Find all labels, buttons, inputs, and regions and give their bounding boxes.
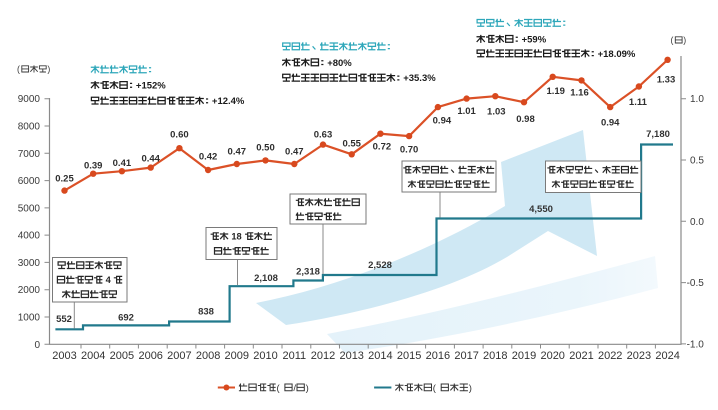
svg-text:0.50: 0.50 (256, 143, 275, 154)
svg-text:2000: 2000 (18, 285, 41, 296)
svg-text:2005: 2005 (110, 350, 134, 362)
svg-text:0.0: 0.0 (690, 217, 704, 228)
svg-text:0.94: 0.94 (601, 117, 620, 128)
svg-text:2014: 2014 (368, 350, 392, 362)
svg-text:(: ( (671, 35, 674, 45)
svg-text:(: ( (277, 383, 281, 394)
svg-text:1.16: 1.16 (570, 88, 589, 99)
svg-text:): ) (683, 35, 686, 45)
svg-text:7000: 7000 (18, 149, 41, 160)
svg-text:0.47: 0.47 (228, 146, 247, 157)
svg-text:0.42: 0.42 (199, 151, 218, 162)
svg-text:0.41: 0.41 (113, 158, 132, 169)
svg-text:2016: 2016 (426, 350, 450, 362)
svg-text:0.94: 0.94 (433, 115, 452, 126)
svg-text:2022: 2022 (598, 350, 622, 362)
svg-text:2010: 2010 (253, 350, 277, 362)
svg-text:1.03: 1.03 (487, 107, 506, 118)
svg-text:2009: 2009 (225, 350, 249, 362)
svg-text:1.01: 1.01 (457, 106, 476, 117)
svg-text:): ) (47, 64, 50, 74)
svg-text:2,108: 2,108 (254, 273, 278, 284)
svg-text:0.44: 0.44 (141, 153, 160, 164)
svg-text:2017: 2017 (454, 350, 478, 362)
svg-text:+18.09%: +18.09% (598, 49, 636, 60)
svg-text:2018: 2018 (483, 350, 507, 362)
svg-text:/: / (293, 383, 296, 394)
svg-text:+59%: +59% (522, 34, 547, 45)
svg-text:-1.0: -1.0 (687, 339, 705, 350)
svg-text:2004: 2004 (81, 350, 105, 362)
svg-text:6000: 6000 (18, 176, 41, 187)
svg-text:2012: 2012 (311, 350, 335, 362)
svg-text:838: 838 (198, 306, 214, 317)
svg-text:5000: 5000 (18, 203, 41, 214)
svg-text:0.39: 0.39 (84, 161, 103, 172)
svg-text:2008: 2008 (196, 350, 220, 362)
svg-text:1.11: 1.11 (629, 97, 648, 108)
svg-text:(: ( (17, 64, 20, 74)
svg-text:0: 0 (34, 340, 40, 351)
svg-text:+152%: +152% (136, 81, 166, 92)
svg-text:2006: 2006 (138, 350, 162, 362)
svg-text:1.0: 1.0 (690, 94, 704, 105)
svg-text:+12.4%: +12.4% (212, 96, 245, 107)
svg-text:4: 4 (106, 275, 112, 285)
svg-text:692: 692 (118, 313, 134, 324)
svg-text:1000: 1000 (18, 313, 41, 324)
svg-text:+35.3%: +35.3% (403, 73, 436, 84)
svg-text:0.25: 0.25 (55, 173, 74, 184)
svg-text:4000: 4000 (18, 231, 41, 242)
svg-text:0.70: 0.70 (400, 144, 419, 155)
svg-text:9000: 9000 (18, 94, 41, 105)
svg-text:): ) (306, 383, 309, 394)
svg-text:0.47: 0.47 (285, 146, 304, 157)
svg-text:4,550: 4,550 (529, 204, 553, 215)
svg-text:2020: 2020 (540, 350, 564, 362)
svg-text:1.33: 1.33 (657, 75, 676, 86)
svg-text:+80%: +80% (327, 58, 352, 69)
svg-text:2019: 2019 (512, 350, 536, 362)
svg-text:0.60: 0.60 (170, 130, 189, 141)
svg-text:2011: 2011 (282, 350, 306, 362)
svg-text:2,528: 2,528 (368, 260, 392, 271)
svg-text:7,180: 7,180 (646, 129, 670, 140)
svg-text:2024: 2024 (655, 350, 679, 362)
svg-text:0.98: 0.98 (516, 114, 535, 125)
svg-text:2021: 2021 (569, 350, 593, 362)
svg-text:8000: 8000 (18, 122, 41, 133)
svg-text:552: 552 (56, 314, 72, 325)
svg-text:3000: 3000 (18, 258, 41, 269)
svg-text:0.5: 0.5 (690, 156, 704, 167)
svg-text:0.55: 0.55 (342, 138, 361, 149)
svg-text:18: 18 (231, 232, 241, 242)
svg-text:2015: 2015 (397, 350, 421, 362)
svg-text:(: ( (433, 383, 437, 394)
svg-text:1.19: 1.19 (546, 86, 565, 97)
svg-text:2003: 2003 (52, 350, 76, 362)
svg-text:2,318: 2,318 (296, 267, 320, 278)
svg-text:-0.5: -0.5 (687, 278, 705, 289)
svg-text:2023: 2023 (627, 350, 651, 362)
svg-text:): ) (469, 383, 472, 394)
svg-text:0.72: 0.72 (373, 142, 392, 153)
svg-text:2007: 2007 (167, 350, 191, 362)
svg-text:2013: 2013 (339, 350, 363, 362)
svg-text:0.63: 0.63 (314, 129, 333, 140)
